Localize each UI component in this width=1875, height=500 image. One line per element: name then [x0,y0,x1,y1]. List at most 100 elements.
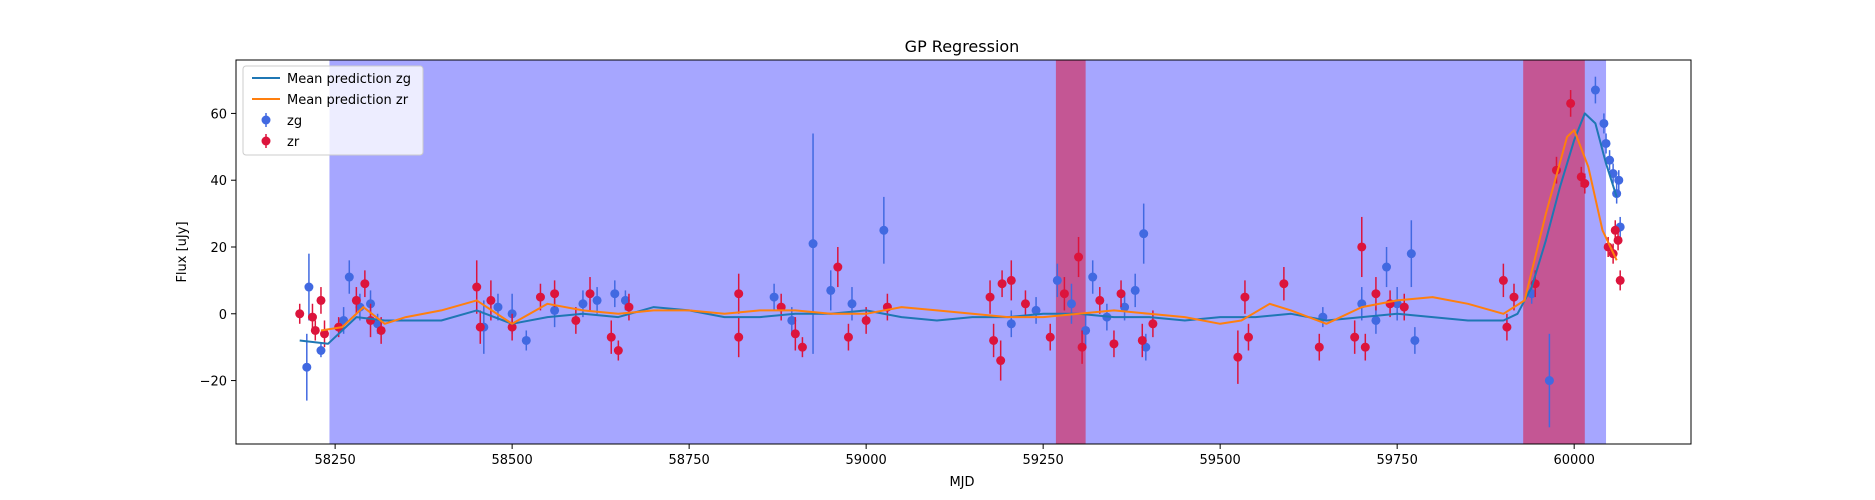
zg-point-1 [304,282,314,292]
zr-point-42 [1116,289,1126,299]
zg-point-11 [521,335,531,345]
zg-point-25 [1052,275,1062,285]
zr-points [295,90,1625,384]
zr-point-35 [1020,299,1030,309]
zr-point-30 [985,292,995,302]
zg-point-31 [1130,285,1140,295]
zr-point-12 [486,295,496,305]
y-tick-label--20: −20 [200,375,227,390]
zr-point-51 [1357,242,1367,252]
zr-point-33 [997,279,1007,289]
x-tick-label-58500: 58500 [491,453,532,468]
zr-point-40 [1095,295,1105,305]
y-tick-label-40: 40 [210,174,227,189]
zr-point-15 [550,289,560,299]
zg-point-27 [1081,325,1091,335]
legend-swatch-zg-marker [261,115,271,125]
zr-point-57 [1502,322,1512,332]
legend-label-zg-line: Mean prediction zg [287,72,411,87]
zg-point-44 [1599,118,1609,128]
shaded-region-0 [329,60,1607,444]
zr-point-32 [996,356,1006,366]
x-tick-label-58250: 58250 [314,453,355,468]
zr-point-11 [475,322,485,332]
zg-point-24 [1031,305,1041,315]
zr-point-39 [1077,342,1087,352]
legend-label-zr-line: Mean prediction zr [287,93,409,108]
zr-point-50 [1350,332,1360,342]
zr-point-37 [1059,289,1069,299]
zr-point-18 [606,332,616,342]
zg-point-4 [344,272,354,282]
plot-frame [235,59,1692,445]
zg-point-20 [826,285,836,295]
zr-point-19 [613,346,623,356]
zg-point-14 [592,295,602,305]
zg-point-43 [1590,85,1600,95]
zr-point-47 [1243,332,1253,342]
zr-point-9 [376,325,386,335]
zg-point-46 [1605,155,1615,165]
y-tick-label-0: 0 [219,308,227,323]
zr-point-68 [1615,275,1625,285]
zr-point-0 [295,309,305,319]
zr-point-46 [1240,292,1250,302]
zg-point-16 [620,295,630,305]
y-tick-label-20: 20 [210,241,227,256]
zg-point-37 [1382,262,1392,272]
zg-point-2 [316,346,326,356]
zr-point-2 [310,325,320,335]
zr-point-16 [571,315,581,325]
x-tick-label-59000: 59000 [845,453,886,468]
zr-point-8 [366,315,376,325]
zr-point-31 [989,335,999,345]
zr-point-55 [1399,302,1409,312]
legend: Mean prediction zg Mean prediction zr zg… [242,65,424,156]
x-tick-label-59750: 59750 [1376,453,1417,468]
chart-title: GP Regression [905,37,1020,56]
zr-point-48 [1279,279,1289,289]
zg-point-21 [847,299,857,309]
zg-point-23 [1006,319,1016,329]
zg-point-19 [808,239,818,249]
zg-point-7 [373,319,383,329]
zg-point-45 [1601,138,1611,148]
zr-point-14 [535,292,545,302]
zr-point-61 [1566,98,1576,108]
zr-point-49 [1314,342,1324,352]
shaded-region-2 [1523,60,1585,444]
zr-point-22 [734,332,744,342]
zg-point-36 [1371,315,1381,325]
zg-point-15 [610,289,620,299]
zr-point-38 [1074,252,1084,262]
zg-point-22 [879,225,889,235]
x-axis-label: MJD [949,475,974,490]
zr-point-44 [1148,319,1158,329]
zg-point-28 [1088,272,1098,282]
mean-prediction-zr-line [320,129,1618,332]
zg-point-42 [1544,376,1554,386]
zg-point-26 [1066,299,1076,309]
zr-point-43 [1137,335,1147,345]
legend-swatch-zr-marker [261,136,271,146]
zg-point-0 [302,362,312,372]
zr-point-58 [1509,292,1519,302]
zr-point-17 [585,289,595,299]
zg-point-17 [769,292,779,302]
y-axis-label: Flux [uJy] [175,221,190,282]
zg-point-18 [787,315,797,325]
zr-point-23 [776,302,786,312]
zr-point-20 [624,302,634,312]
zr-point-13 [507,322,517,332]
zr-point-24 [790,329,800,339]
zr-point-6 [351,295,361,305]
zr-point-56 [1498,275,1508,285]
x-axis-ticks: 58250 58500 58750 59000 59250 59500 59750 60000 [314,444,1595,468]
zr-point-27 [843,332,853,342]
legend-box [242,65,424,156]
zg-point-49 [1614,175,1624,185]
zr-point-52 [1360,342,1370,352]
zg-point-32 [1139,229,1149,239]
x-tick-label-59500: 59500 [1199,453,1240,468]
